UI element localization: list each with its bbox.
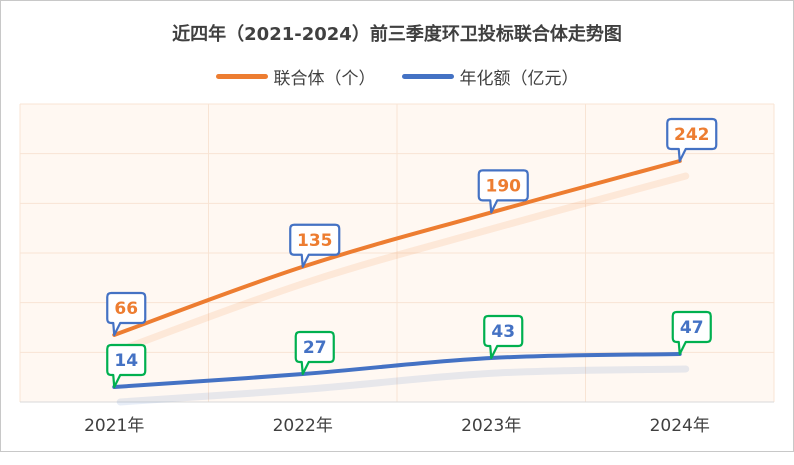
data-label-callout bbox=[294, 330, 335, 376]
data-label: 14 bbox=[114, 351, 138, 371]
series-shadow-amount bbox=[116, 365, 690, 406]
data-label-callout bbox=[106, 343, 147, 389]
legend-item-amount: 年化额（亿元） bbox=[401, 64, 579, 89]
data-label: 135 bbox=[297, 231, 333, 251]
chart-legend: 联合体（个） 年化额（亿元） bbox=[0, 64, 794, 89]
series-line-amount bbox=[112, 352, 682, 389]
data-label-callout bbox=[289, 223, 341, 268]
legend-swatch-orgs bbox=[215, 74, 268, 79]
data-label: 27 bbox=[303, 338, 327, 358]
legend-swatch-amount bbox=[401, 74, 454, 79]
x-tick-label: 2023年 bbox=[461, 416, 521, 436]
data-label: 66 bbox=[114, 299, 138, 319]
data-label-callout bbox=[483, 314, 524, 360]
data-label: 242 bbox=[674, 125, 710, 145]
x-tick-label: 2022年 bbox=[273, 416, 333, 436]
data-label: 190 bbox=[486, 176, 522, 196]
data-label-callout bbox=[671, 310, 712, 356]
x-tick-label: 2021年 bbox=[84, 416, 144, 436]
data-label-callout bbox=[106, 291, 147, 337]
data-label-callout bbox=[666, 117, 718, 163]
data-label: 47 bbox=[680, 318, 704, 338]
chart-title: 近四年（2021-2024）前三季度环卫投标联合体走势图 bbox=[172, 24, 622, 45]
series-line-orgs bbox=[112, 159, 682, 337]
x-tick-label: 2024年 bbox=[650, 416, 710, 436]
legend-label-orgs: 联合体（个） bbox=[273, 69, 376, 89]
data-label-callout bbox=[477, 169, 529, 214]
series-shadow-orgs bbox=[116, 172, 690, 354]
legend-item-orgs: 联合体（个） bbox=[215, 64, 376, 89]
data-label: 43 bbox=[491, 322, 515, 342]
legend-label-amount: 年化额（亿元） bbox=[459, 69, 579, 89]
